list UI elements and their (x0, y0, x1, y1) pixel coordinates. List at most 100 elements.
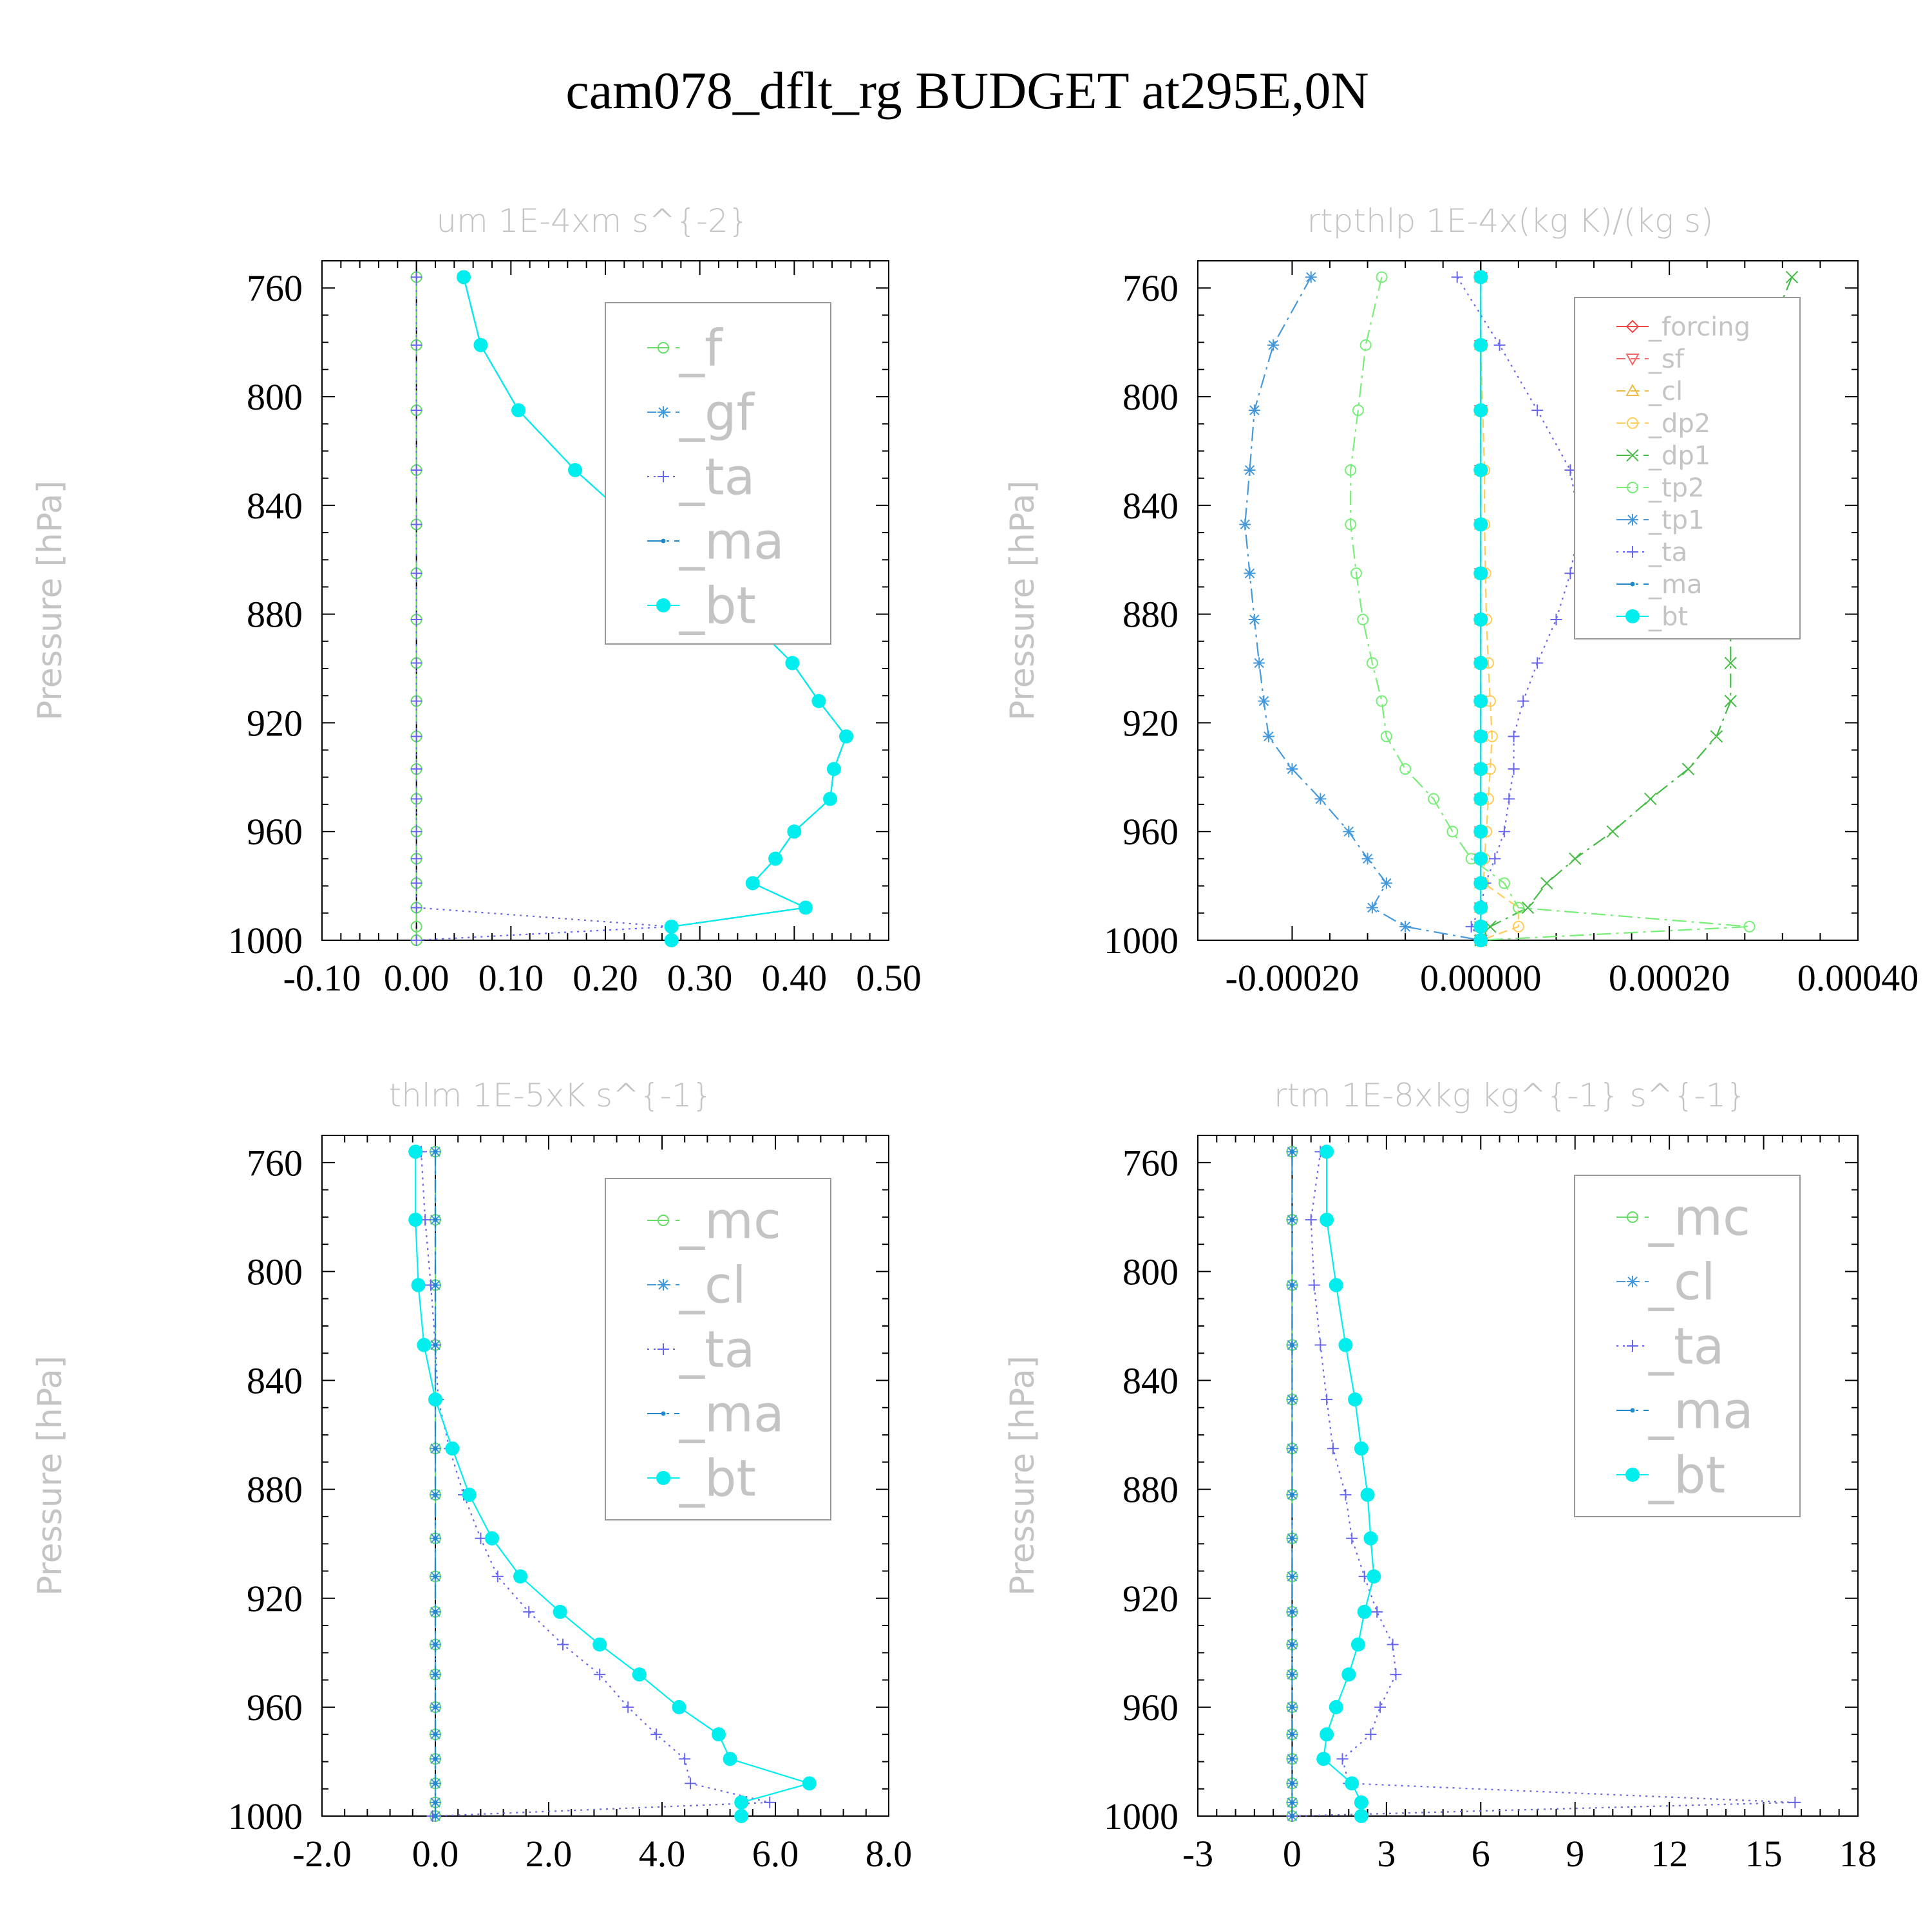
x-tick-label: 0.00040 (1797, 957, 1919, 999)
data-point (433, 1217, 438, 1222)
legend-item: _ta (647, 448, 755, 506)
data-point (592, 1637, 607, 1652)
data-point (1376, 271, 1388, 283)
data-point (1345, 1776, 1359, 1791)
data-point (1473, 337, 1488, 352)
x-tick-label: -0.00020 (1226, 957, 1359, 999)
y-tick-label: 800 (247, 1251, 303, 1293)
data-point (1390, 1669, 1402, 1681)
data-point (1606, 825, 1619, 838)
data-point (491, 1570, 504, 1582)
data-point (1365, 1728, 1377, 1741)
data-point (433, 1814, 438, 1819)
chart-panel-4: rtm 1E-8xkg kg^{-1} s^{-1} Pressure [hPa]… (1003, 1077, 1877, 1875)
data-point (802, 1776, 817, 1791)
y-tick-label: 960 (247, 811, 303, 853)
data-point (1289, 1397, 1294, 1402)
data-point (1253, 657, 1265, 669)
data-point (1321, 1394, 1333, 1406)
data-point (1329, 1700, 1343, 1714)
chart-panel-2: rtpthlp 1E-4x(kg K)/(kg s) Pressure [hPa]… (1003, 202, 1918, 999)
legend-label: _ma (1648, 1382, 1754, 1440)
series-line (1480, 277, 1519, 942)
data-point (433, 1609, 438, 1615)
data-point (1508, 763, 1520, 775)
data-point (410, 695, 422, 707)
data-point (473, 337, 488, 352)
legend-label: _tp2 (1648, 473, 1705, 503)
data-point (1289, 1814, 1294, 1819)
data-point (410, 853, 422, 865)
data-point (408, 1213, 423, 1227)
panel-title: um 1E-4xm s^{-2} (436, 202, 748, 240)
data-point (1262, 730, 1274, 743)
data-point (1289, 1609, 1294, 1615)
series-ta (1286, 1146, 1801, 1822)
panel-title: rtm 1E-8xkg kg^{-1} s^{-1} (1274, 1077, 1747, 1114)
data-point (410, 339, 422, 351)
legend-marker (1627, 417, 1638, 429)
data-point (1531, 404, 1544, 417)
data-point (1289, 1343, 1294, 1348)
data-point (764, 1796, 776, 1808)
legend-label: _f (679, 319, 723, 377)
y-tick-label: 880 (247, 594, 303, 636)
data-point (445, 1441, 460, 1456)
data-point (1305, 1214, 1317, 1226)
legend-item: _cl (1616, 1253, 1716, 1311)
data-point (1374, 1701, 1387, 1713)
legend-item: _tp2 (1616, 473, 1705, 503)
legend-marker (661, 538, 666, 544)
data-point (1451, 271, 1463, 283)
data-point (1357, 1604, 1372, 1619)
data-point (1348, 1392, 1363, 1407)
legend-label: _bt (1648, 602, 1688, 632)
x-tick-label: 0.50 (856, 957, 922, 999)
legend-item: _ta (1616, 538, 1687, 567)
data-point (410, 826, 422, 838)
data-point (433, 1705, 438, 1710)
data-point (1352, 404, 1364, 417)
legend-item: _forcing (1616, 312, 1750, 342)
x-tick-label: -3 (1182, 1833, 1213, 1875)
y-tick-label: 840 (1122, 1360, 1179, 1402)
data-point (408, 1144, 423, 1159)
y-tick-label: 800 (247, 376, 303, 418)
data-point (1473, 919, 1488, 934)
legend-label: _tp1 (1648, 506, 1705, 535)
y-tick-label: 880 (1122, 1469, 1179, 1511)
series-ma (1289, 1149, 1294, 1819)
data-point (672, 1700, 687, 1714)
data-point (1512, 902, 1524, 914)
data-point (1361, 853, 1374, 865)
y-tick-label: 800 (1122, 1251, 1179, 1293)
data-point (1473, 566, 1488, 581)
y-tick-label: 1000 (228, 920, 303, 961)
data-point (1289, 1446, 1294, 1451)
data-point (457, 270, 471, 285)
legend-marker (658, 1343, 669, 1355)
legend-item: _bt (647, 1450, 756, 1508)
data-point (433, 1492, 438, 1497)
data-point (1367, 1569, 1381, 1584)
legend-label: _cl (1648, 377, 1683, 406)
data-point (1380, 730, 1392, 743)
data-point (485, 1531, 499, 1546)
plot-frame (1197, 260, 1859, 941)
y-tick-label: 1000 (1104, 1795, 1179, 1837)
y-tick-label: 840 (247, 485, 303, 527)
data-point (1569, 852, 1582, 866)
y-tick-label: 840 (247, 1360, 303, 1402)
data-point (1360, 1488, 1375, 1502)
series-bt (1473, 270, 1488, 947)
legend-marker (1625, 1468, 1640, 1482)
legend-marker (661, 1411, 666, 1416)
data-point (1308, 1279, 1320, 1291)
data-point (433, 1642, 438, 1647)
y-tick-label: 760 (247, 267, 303, 309)
legend-marker (1625, 383, 1640, 396)
legend-marker (1627, 1211, 1638, 1223)
data-point (664, 919, 679, 934)
data-point (1428, 793, 1440, 805)
